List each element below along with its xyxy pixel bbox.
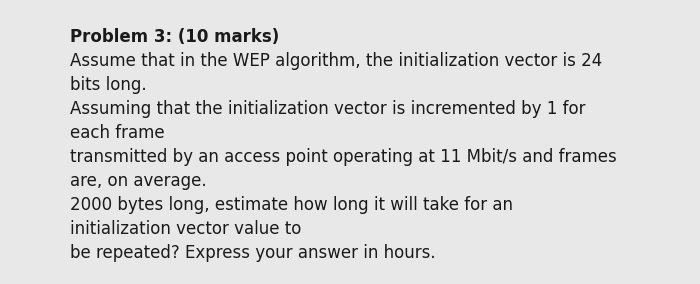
Text: Assume that in the WEP algorithm, the initialization vector is 24: Assume that in the WEP algorithm, the in… <box>70 52 602 70</box>
Text: transmitted by an access point operating at 11 Mbit/s and frames: transmitted by an access point operating… <box>70 148 617 166</box>
Text: are, on average.: are, on average. <box>70 172 206 190</box>
Text: bits long.: bits long. <box>70 76 146 94</box>
Text: initialization vector value to: initialization vector value to <box>70 220 302 238</box>
Text: each frame: each frame <box>70 124 164 142</box>
Text: Assuming that the initialization vector is incremented by 1 for: Assuming that the initialization vector … <box>70 100 585 118</box>
Text: 2000 bytes long, estimate how long it will take for an: 2000 bytes long, estimate how long it wi… <box>70 196 513 214</box>
Text: Problem 3: (10 marks): Problem 3: (10 marks) <box>70 28 279 46</box>
Text: be repeated? Express your answer in hours.: be repeated? Express your answer in hour… <box>70 244 435 262</box>
